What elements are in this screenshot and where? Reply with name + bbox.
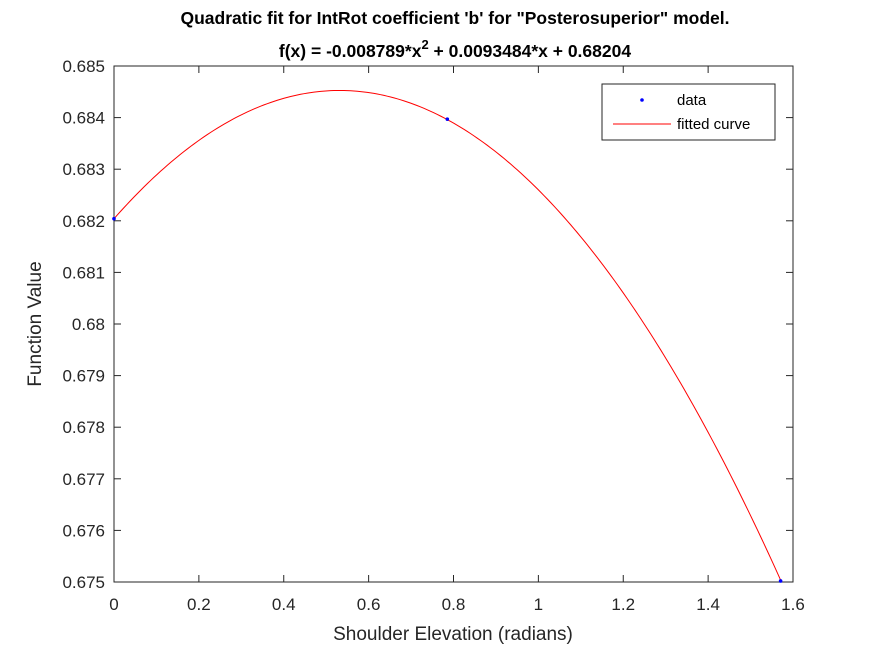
title-equation-suffix: + 0.0093484*x + 0.68204 (429, 41, 632, 61)
series-layer (112, 89, 783, 583)
y-axis-label: Function Value (25, 261, 46, 386)
y-tick-labels: 0.675 0.676 0.677 0.678 0.679 0.68 0.681 0.682 0… (62, 57, 105, 592)
y-tick-label: 0.683 (62, 160, 105, 179)
x-tick-label: 0 (109, 595, 118, 614)
y-tick-label: 0.684 (62, 109, 105, 128)
data-point (112, 216, 116, 221)
x-tick-labels: 0 0.2 0.4 0.6 0.8 1 1.2 1.4 1.6 (109, 595, 805, 614)
y-tick-label: 0.678 (62, 418, 105, 437)
x-tick-label: 0.8 (442, 595, 466, 614)
y-tick-label: 0.681 (62, 263, 105, 282)
data-point (778, 579, 783, 583)
x-tick-label: 1.6 (781, 595, 805, 614)
legend-box (601, 83, 776, 141)
y-tick-label: 0.68 (72, 315, 105, 334)
x-tick-label: 1.4 (696, 595, 720, 614)
y-tick-label: 0.685 (62, 57, 105, 76)
y-tick-label: 0.675 (62, 573, 105, 592)
title-equation-prefix: f(x) = -0.008789*x (279, 41, 422, 61)
x-tick-label: 1 (534, 595, 543, 614)
y-tick-label: 0.682 (62, 212, 105, 231)
data-point (445, 117, 450, 121)
legend-fitted-curve-label: fitted curve (677, 116, 750, 133)
x-tick-label: 0.2 (187, 595, 211, 614)
plot-area (113, 65, 794, 583)
data-points (112, 117, 783, 583)
x-tick-label: 0.4 (272, 595, 296, 614)
chart-title-line1: Quadratic fit for IntRot coefficient 'b'… (181, 8, 730, 28)
x-tick-label: 1.2 (611, 595, 635, 614)
axis-ticks (113, 65, 794, 583)
x-tick-label: 0.6 (357, 595, 381, 614)
legend-data-marker (640, 98, 644, 102)
y-tick-label: 0.677 (62, 470, 105, 489)
title-equation-superscript: 2 (421, 37, 428, 52)
y-tick-label: 0.676 (62, 521, 105, 540)
y-tick-label: 0.679 (62, 367, 105, 386)
x-axis-label: Shoulder Elevation (radians) (333, 624, 573, 645)
chart-title-line2: f(x) = -0.008789*x2 + 0.0093484*x + 0.68… (279, 37, 631, 61)
legend-data-label: data (677, 92, 707, 109)
legend: data fitted curve (601, 83, 776, 141)
